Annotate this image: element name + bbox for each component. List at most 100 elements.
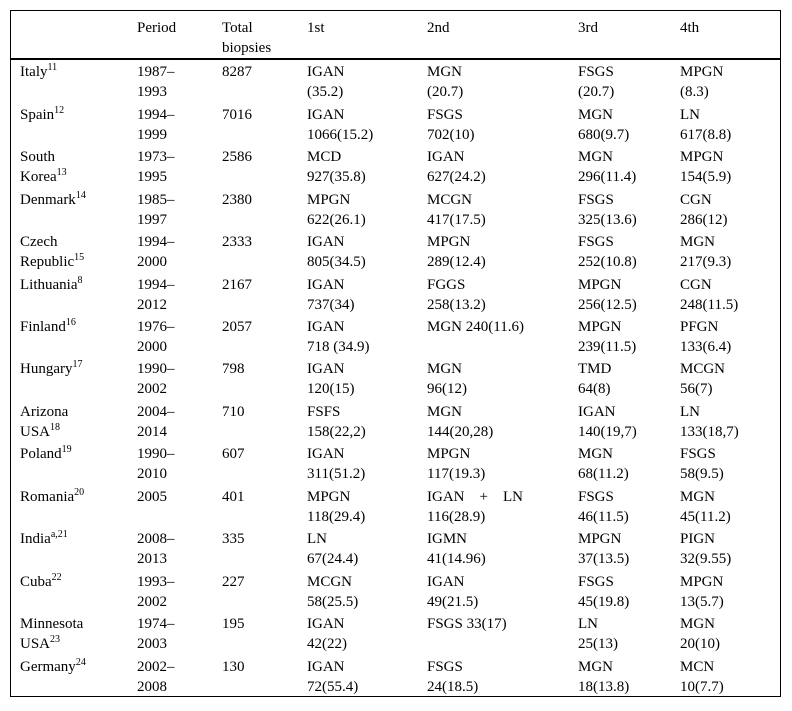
column-header-label: 3rd	[578, 20, 598, 36]
disease-count	[427, 634, 578, 654]
country-name-line2	[20, 379, 137, 399]
rank4-cell: FSGS 58(9.5)	[680, 444, 780, 484]
disease-name: IGAN	[307, 276, 345, 293]
table-row: Romania20 2005 401 MPGN 118(29.4) IGAN +…	[11, 484, 780, 526]
disease-name: MGN	[578, 149, 614, 166]
disease-count: 144(20,28)	[427, 423, 494, 440]
disease-name: MPGN	[680, 573, 724, 590]
rank3-cell: FSGS (20.7)	[578, 62, 680, 102]
reference-superscript: 8	[77, 274, 83, 286]
country-name-line2	[20, 295, 137, 315]
country-name-line1: Denmark14	[20, 190, 137, 210]
period-end: 1999	[137, 126, 167, 143]
rank3-cell: FSGS 46(11.5)	[578, 487, 680, 527]
rank4-cell: MPGN (8.3)	[680, 62, 780, 102]
disease-name: IGAN	[307, 106, 345, 123]
disease-count: 718 (34.9)	[307, 339, 370, 356]
disease-name: FSGS	[427, 106, 463, 123]
period-start: 1974–	[137, 616, 175, 633]
disease-name: IGAN + LN	[427, 488, 523, 505]
disease-name: MCGN	[427, 191, 473, 208]
period-end: 2000	[137, 254, 167, 271]
disease-count: 120(15)	[307, 381, 355, 398]
total-biopsies-cell: 2586	[222, 147, 307, 187]
disease-name: FSGS	[427, 658, 463, 675]
column-header-label: 4th	[680, 20, 700, 36]
rank4-cell: MCN 10(7.7)	[680, 657, 780, 697]
rank3-cell: MGN 296(11.4)	[578, 147, 680, 187]
rank1-cell: MPGN 118(29.4)	[307, 487, 427, 527]
disease-count: 32(9.55)	[680, 551, 732, 568]
period-end: 1993	[137, 84, 167, 101]
disease-name: LN	[680, 403, 700, 420]
disease-count: 133(18,7)	[680, 423, 739, 440]
table-row: Germany24 2002– 2008 130 IGAN 72(55.4) F…	[11, 654, 780, 696]
column-header-label: biopsies	[222, 40, 272, 56]
rank4-cell: PFGN 133(6.4)	[680, 317, 780, 357]
country-cell: Lithuania8	[11, 275, 137, 315]
disease-count: 325(13.6)	[578, 211, 637, 228]
disease-count: 49(21.5)	[427, 593, 479, 610]
reference-superscript: 17	[72, 359, 83, 371]
rank3-cell: MGN 680(9.7)	[578, 105, 680, 145]
country-cell: Poland19	[11, 444, 137, 484]
disease-name: IGAN	[307, 446, 345, 463]
disease-name: MGN 240(11.6)	[427, 319, 524, 336]
rank1-cell: MPGN 622(26.1)	[307, 190, 427, 230]
disease-count: 56(7)	[680, 381, 713, 398]
disease-count: 737(34)	[307, 296, 355, 313]
reference-superscript: 24	[75, 656, 86, 668]
period-start: 2008–	[137, 531, 175, 548]
rank1-cell: IGAN 805(34.5)	[307, 232, 427, 272]
total-biopsies-cell: 7016	[222, 105, 307, 145]
disease-name: MGN	[680, 488, 716, 505]
disease-count: 627(24.2)	[427, 169, 486, 186]
disease-name: MGN	[680, 616, 716, 633]
period-cell: 1987– 1993	[137, 62, 222, 102]
disease-count: 258(13.2)	[427, 296, 486, 313]
rank1-cell: IGAN 737(34)	[307, 275, 427, 315]
rank3-cell: FSGS 45(19.8)	[578, 572, 680, 612]
table-row: Minnesota USA23 1974– 2003 195 IGAN 42(2…	[11, 612, 780, 654]
disease-count: 289(12.4)	[427, 254, 486, 271]
country-name-line1: Minnesota	[20, 614, 137, 634]
disease-count: 25(13)	[578, 636, 618, 653]
period-start: 1976–	[137, 319, 175, 336]
disease-count: 37(13.5)	[578, 551, 630, 568]
country-name: USA	[20, 423, 51, 440]
disease-name: MCGN	[680, 361, 726, 378]
table-row: Lithuania8 1994– 2012 2167 IGAN 737(34) …	[11, 272, 780, 314]
total-biopsies-value: 2586	[222, 149, 252, 166]
disease-count: (8.3)	[680, 84, 709, 101]
disease-count: 622(26.1)	[307, 211, 366, 228]
table-row: Denmark14 1985– 1997 2380 MPGN 622(26.1)…	[11, 187, 780, 229]
country-cell: South Korea13	[11, 147, 137, 187]
disease-count: 116(28.9)	[427, 508, 486, 525]
table-row: Italy11 1987– 1993 8287 IGAN (35.2) MGN …	[11, 60, 780, 102]
disease-count: 805(34.5)	[307, 254, 366, 271]
country-name-line2	[20, 677, 137, 697]
disease-count: 18(13.8)	[578, 678, 630, 695]
country-name: Denmark	[20, 191, 76, 208]
disease-name: MGN	[578, 658, 614, 675]
rank3-cell: FSGS 325(13.6)	[578, 190, 680, 230]
total-biopsies-cell: 607	[222, 444, 307, 484]
period-end: 2010	[137, 466, 167, 483]
column-header-3rd: 3rd	[578, 18, 680, 58]
country-name: Korea	[20, 169, 57, 186]
rank1-cell: MCGN 58(25.5)	[307, 572, 427, 612]
biopsy-table: Period Total biopsies 1st 2nd 3rd 4th It…	[10, 10, 781, 697]
table-row: Arizona USA18 2004– 2014 710 FSFS 158(22…	[11, 400, 780, 442]
rank2-cell: IGMN 41(14.96)	[427, 529, 578, 569]
disease-count: 158(22,2)	[307, 423, 366, 440]
period-cell: 1976– 2000	[137, 317, 222, 357]
table-row: Cuba22 1993– 2002 227 MCGN 58(25.5) IGAN…	[11, 569, 780, 611]
country-name: Finland	[20, 319, 66, 336]
period-end: 1995	[137, 169, 167, 186]
disease-count: 133(6.4)	[680, 339, 732, 356]
disease-name: IGAN	[578, 403, 616, 420]
column-header-total-biopsies: Total biopsies	[222, 18, 307, 58]
rank2-cell: IGAN 627(24.2)	[427, 147, 578, 187]
country-name: USA	[20, 636, 51, 653]
